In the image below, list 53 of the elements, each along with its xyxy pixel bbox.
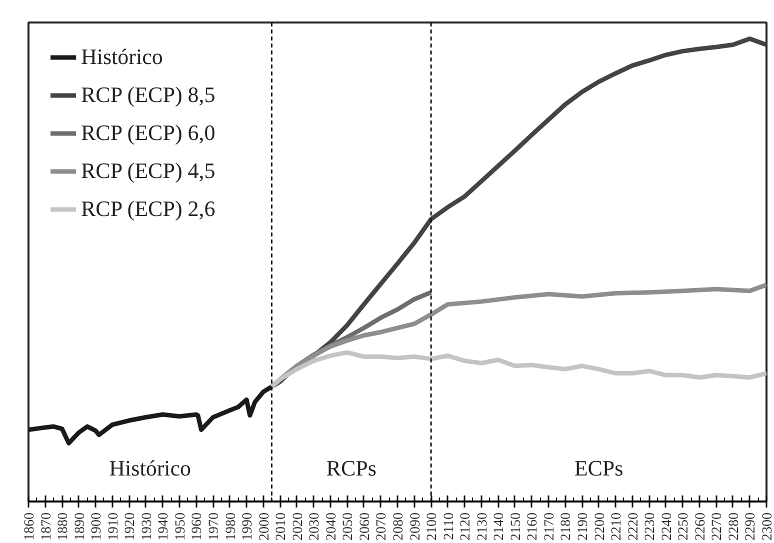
x-tick-label: 2290 [744,512,759,540]
x-tick-label: 1900 [90,512,105,540]
x-tick-label: 2110 [442,512,457,540]
x-tick-label: 2180 [559,512,574,540]
legend-label: RCP (ECP) 2,6 [81,196,216,222]
x-tick-label: 2010 [274,512,290,540]
x-tick-label: 2120 [458,512,474,540]
x-tick-label: 2210 [610,512,625,540]
x-tick-label: 2200 [592,512,608,540]
x-tick-label: 2270 [710,512,726,540]
x-tick-label: 2280 [726,512,742,540]
x-tick-label: 1980 [224,512,239,540]
annotation: ECPs [574,456,624,481]
x-tick-label: 1910 [106,512,122,540]
x-tick-label: 1870 [39,512,54,540]
x-tick-label: 1860 [22,512,38,540]
x-tick-label: 2060 [358,512,373,540]
legend-label: RCP (ECP) 4,5 [81,158,216,184]
x-tick-label: 2170 [542,512,558,540]
x-tick-label: 2250 [676,512,692,540]
x-tick-label: 2000 [257,512,272,540]
x-tick-label: 2130 [475,512,490,540]
x-tick-label: 1880 [56,512,72,540]
x-tick-label: 2090 [408,512,424,540]
x-tick-label: 2230 [643,512,658,540]
x-tick-label: 1930 [140,512,155,540]
x-tick-label: 1970 [207,512,222,540]
x-tick-label: 2070 [374,512,390,540]
x-tick-label: 2190 [576,512,591,540]
legend-label: Histórico [81,44,163,70]
legend-label: RCP (ECP) 8,5 [81,82,216,108]
x-tick-label: 1960 [190,512,206,540]
x-tick-label: 1950 [173,512,188,540]
x-tick-label: 2080 [392,512,406,540]
x-tick-label: 2050 [341,512,356,540]
x-tick-label: 2140 [492,512,508,540]
x-tick-label: 2240 [660,512,675,540]
x-tick-label: 2150 [508,512,524,540]
annotation: RCPs [326,456,376,481]
x-tick-label: 2030 [308,512,323,540]
legend-label: RCP (ECP) 6,0 [81,120,216,146]
x-tick-label: 1990 [240,512,256,540]
x-tick-label: 2020 [290,512,306,540]
x-tick-label: 2040 [324,512,340,540]
x-tick-label: 2300 [760,512,774,540]
annotation: Histórico [109,456,192,481]
x-tick-label: 1920 [123,512,138,540]
x-tick-label: 2160 [526,512,541,540]
x-tick-label: 2260 [693,512,708,540]
x-tick-label: 2100 [425,512,440,540]
x-tick-label: 2220 [626,512,642,540]
x-tick-label: 1890 [72,512,88,540]
x-tick-label: 1940 [156,512,172,540]
